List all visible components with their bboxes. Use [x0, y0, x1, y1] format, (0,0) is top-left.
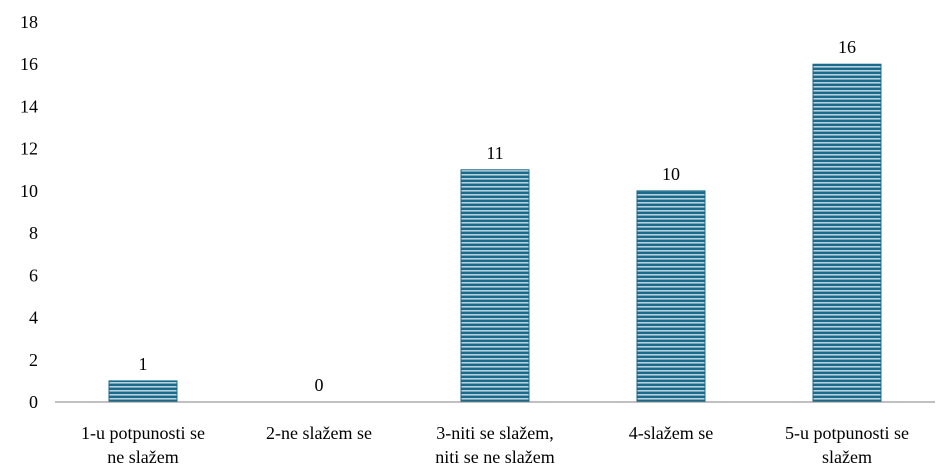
y-axis-tick-labels: 0 2 4 6 8 10 12 14 16 18: [20, 12, 38, 412]
y-tick-label: 6: [29, 265, 38, 285]
x-category-label: 1-u potpunosti se ne slažem: [81, 423, 205, 467]
y-tick-label: 10: [20, 181, 38, 201]
y-tick-label: 16: [20, 54, 38, 74]
data-label: 1: [139, 354, 148, 374]
x-category-label: 5-u potpunosti se slažem: [785, 423, 909, 467]
y-tick-label: 8: [29, 223, 38, 243]
y-tick-label: 12: [20, 139, 38, 159]
y-tick-label: 14: [20, 96, 38, 116]
bars: [108, 63, 882, 403]
bar: [108, 380, 178, 403]
y-tick-label: 4: [29, 308, 38, 328]
y-tick-label: 18: [20, 12, 38, 32]
bar: [460, 169, 530, 403]
bar: [812, 63, 882, 403]
x-category-label: 3-niti se slažem, niti se ne slažem: [435, 423, 554, 467]
y-tick-label: 2: [29, 350, 38, 370]
data-label: 16: [838, 37, 856, 57]
y-tick-label: 0: [29, 392, 38, 412]
x-category-label: 4-slažem se: [629, 423, 713, 443]
data-label: 11: [486, 143, 503, 163]
data-label: 0: [315, 375, 324, 395]
x-axis-category-labels: 1-u potpunosti se ne slažem 2-ne slažem se…: [81, 423, 909, 467]
bar: [636, 190, 706, 403]
x-category-label: 2-ne slažem se: [266, 423, 372, 443]
data-label: 10: [662, 164, 680, 184]
